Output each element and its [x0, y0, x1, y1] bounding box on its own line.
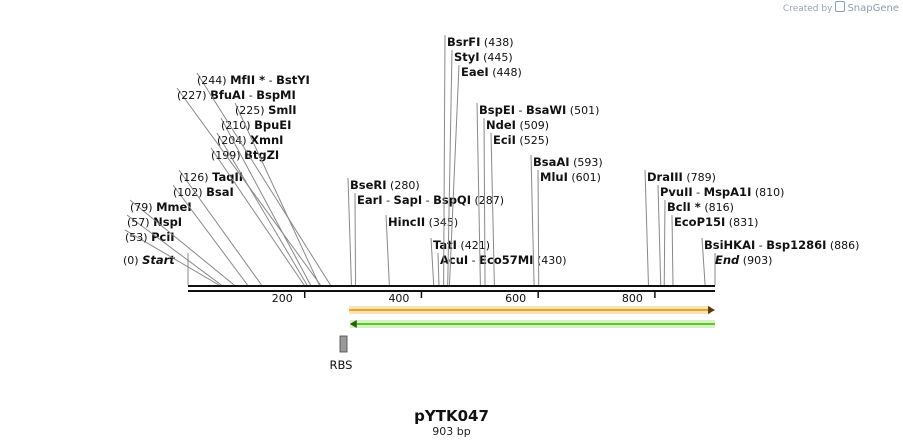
cut-site-connector — [537, 169, 540, 286]
cut-site-connector — [172, 184, 248, 286]
axis-tick-label: 800 — [622, 292, 643, 305]
cut-site-label: BsrFI (438) — [447, 35, 514, 49]
cut-site-connector — [124, 229, 220, 286]
cut-site-connector — [671, 214, 674, 286]
cut-site-label: (204) XmnI — [217, 133, 283, 147]
cut-site-connector — [347, 177, 352, 286]
cut-site-connector — [447, 49, 453, 286]
cut-site-connector — [126, 214, 222, 286]
cut-site-label: StyI (445) — [454, 50, 513, 64]
cut-site-label: (225) SmlI — [235, 103, 297, 117]
cut-site-connector — [530, 154, 535, 286]
cut-site-connector — [234, 102, 320, 286]
cut-site-connector — [443, 34, 446, 286]
cut-site-label: (126) TaqII — [179, 170, 243, 184]
cut-site-connector — [196, 72, 331, 286]
cut-site-connector — [483, 117, 486, 286]
cut-site-connector — [490, 132, 495, 286]
plasmid-name: pYTK047 — [414, 407, 489, 425]
cut-site-label: EarI - SapI - BspQI (287) — [357, 193, 504, 207]
cut-site-label: MluI (601) — [540, 170, 601, 184]
cut-site-label: (79) MmeI — [130, 200, 192, 214]
cut-site-label: (227) BfuAI - BspMI — [177, 88, 296, 102]
cut-site-connector — [210, 147, 305, 286]
snapgene-credit: Created by SnapGene — [783, 1, 899, 14]
reverse-arrowhead-icon — [349, 320, 357, 328]
rbs-feature-label: RBS — [330, 358, 353, 372]
cut-site-label: BseRI (280) — [350, 178, 420, 192]
cut-site-connector — [430, 237, 435, 286]
cut-site-label: AcuI - Eco57MI (430) — [440, 253, 567, 267]
cut-site-connector — [644, 169, 649, 286]
cut-site-label: HincII (345) — [388, 215, 458, 229]
cut-site-connector — [220, 117, 311, 286]
forward-arrowhead-icon — [708, 306, 715, 314]
cut-site-label: BsaAI (593) — [533, 155, 603, 169]
cut-site-label: (0) Start — [123, 253, 175, 267]
cut-site-connector — [385, 214, 390, 286]
axis-tick-label: 400 — [388, 292, 409, 305]
cut-site-label: (102) BsaI — [173, 185, 234, 199]
cut-site-label: (244) MfII * - BstYI — [197, 73, 310, 87]
cut-site-connector — [216, 132, 308, 286]
cut-site-label: (210) BpuEI — [221, 118, 291, 132]
cut-site-connector — [448, 64, 460, 286]
cut-site-label: EcoP15I (831) — [674, 215, 758, 229]
cut-site-label: EaeI (448) — [461, 65, 522, 79]
cut-site-label: End (903) — [715, 253, 772, 267]
cut-site-label: DraIII (789) — [647, 170, 716, 184]
cut-site-label: BclI * (816) — [667, 200, 734, 214]
cut-site-label: TatI (421) — [433, 238, 490, 252]
cut-site-connector — [476, 102, 481, 286]
credit-prefix: Created by — [782, 4, 833, 14]
cut-site-connector — [176, 87, 321, 286]
cut-site-label: BsiHKAI - Bsp1286I (886) — [704, 238, 859, 252]
snapgene-logo-icon — [835, 1, 846, 12]
cut-site-label: NdeI (509) — [486, 118, 549, 132]
plasmid-length: 903 bp — [432, 425, 471, 438]
cut-site-connector — [657, 184, 662, 286]
credit-brand: SnapGene — [847, 3, 899, 14]
cut-site-label: (53) PciI — [125, 230, 175, 244]
cut-site-label: EciI (525) — [493, 133, 549, 147]
cut-site-connector — [437, 252, 440, 286]
axis-tick-label: 200 — [272, 292, 293, 305]
cut-site-connector — [129, 199, 235, 286]
cut-site-connector — [178, 169, 262, 286]
cut-site-label: PvuII - MspA1I (810) — [660, 185, 784, 199]
cut-site-connector — [701, 237, 706, 286]
cut-site-label: BspEI - BsaWI (501) — [479, 103, 599, 117]
axis-tick-label: 600 — [505, 292, 526, 305]
cut-site-connector — [663, 199, 666, 286]
rbs-feature-box — [339, 335, 348, 353]
cut-site-label: (57) NspI — [127, 215, 182, 229]
